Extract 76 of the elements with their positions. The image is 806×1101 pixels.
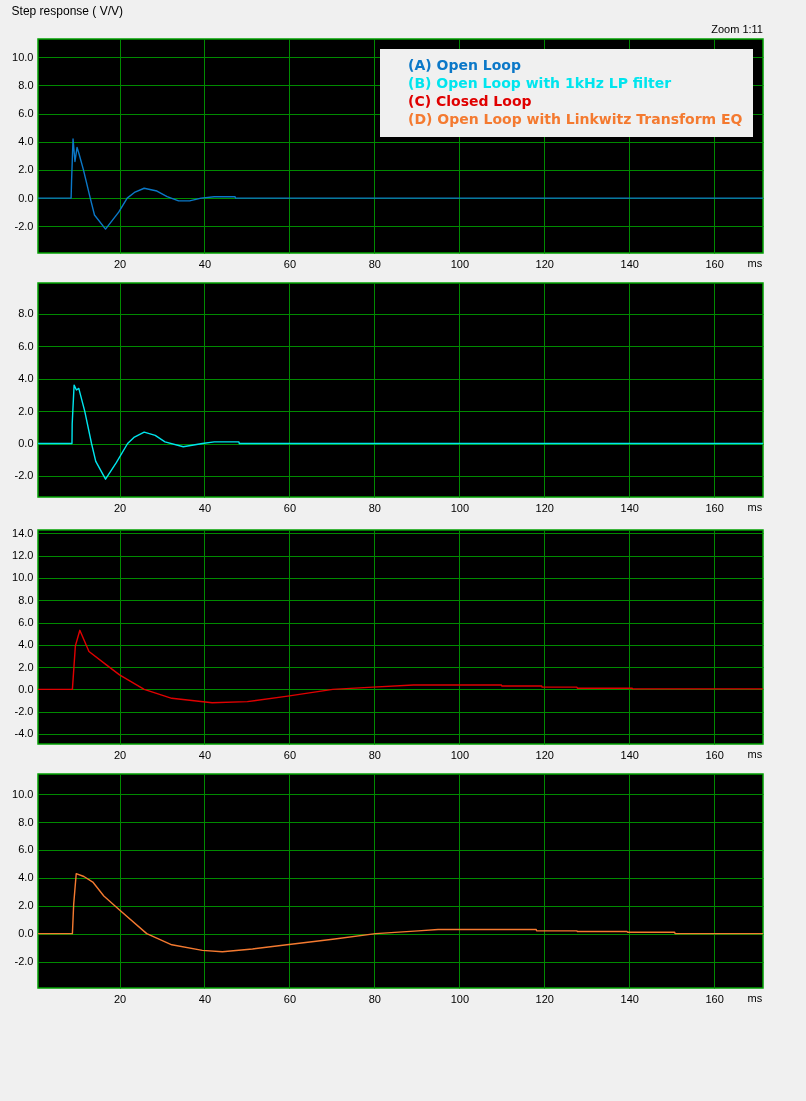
x-tick-label: 160	[705, 501, 724, 514]
x-tick-label: 60	[283, 257, 297, 270]
y-tick-label: 8.0	[18, 78, 34, 91]
x-tick-label: 80	[368, 748, 381, 761]
line-series	[38, 629, 763, 704]
y-tick-label: 6.0	[18, 843, 34, 856]
y-tick-label: -2.0	[14, 469, 34, 482]
x-tick-label: 120	[535, 748, 554, 761]
x-tick-label: 20	[113, 501, 127, 514]
x-tick-label: 60	[283, 992, 297, 1005]
y-tick-label: 4.0	[18, 871, 34, 884]
y-tick-label: -2.0	[14, 955, 34, 968]
y-tick-label: 6.0	[18, 616, 34, 629]
x-tick-label: 80	[368, 257, 381, 270]
y-tick-label: 0.0	[18, 191, 34, 204]
y-tick-label: 8.0	[18, 815, 34, 828]
x-tick-label: 40	[198, 257, 212, 270]
x-tick-label: 120	[535, 257, 554, 270]
x-tick-label: 140	[620, 501, 639, 514]
x-tick-label: 100	[450, 501, 469, 514]
x-tick-label: 20	[113, 748, 127, 761]
y-tick-label: 10.0	[12, 571, 34, 584]
y-tick-label: 8.0	[18, 593, 34, 606]
y-tick-label: 2.0	[18, 163, 34, 176]
x-tick-label: 100	[450, 992, 469, 1005]
y-tick-label: 0.0	[18, 927, 34, 940]
text: (C) Closed Loop	[408, 93, 532, 109]
y-tick-label: 12.0	[12, 549, 34, 562]
text: (A) Open Loop	[408, 57, 521, 73]
y-tick-label: 2.0	[18, 404, 34, 417]
x-tick-label: 160	[705, 992, 724, 1005]
y-tick-label: 14.0	[12, 526, 34, 539]
y-tick-label: -2.0	[14, 705, 34, 718]
x-tick-label: 140	[620, 992, 639, 1005]
x-tick-label: 80	[368, 992, 381, 1005]
chart-title: Step response ( V/V)	[11, 4, 123, 18]
x-axis-title: ms	[747, 500, 763, 513]
x-tick-label: 20	[113, 992, 127, 1005]
y-tick-label: 6.0	[18, 107, 34, 120]
x-tick-label: 40	[198, 501, 212, 514]
x-tick-label: 100	[450, 257, 469, 270]
y-tick-label: 4.0	[18, 135, 34, 148]
text: (D) Open Loop with Linkwitz Transform EQ	[408, 111, 743, 127]
x-tick-label: 20	[113, 257, 127, 270]
y-tick-label: 4.0	[18, 638, 34, 651]
x-axis-title: ms	[747, 747, 763, 760]
y-tick-label: -4.0	[14, 727, 34, 740]
y-tick-label: 0.0	[18, 682, 34, 695]
x-tick-label: 40	[198, 748, 212, 761]
y-tick-label: 6.0	[18, 339, 34, 352]
x-tick-label: 140	[620, 748, 639, 761]
x-tick-label: 120	[535, 992, 554, 1005]
x-tick-label: 80	[368, 501, 381, 514]
y-tick-label: 0.0	[18, 437, 34, 449]
x-tick-label: 40	[198, 992, 212, 1005]
x-axis-title: ms	[747, 991, 763, 1004]
x-axis-title: ms	[747, 256, 763, 269]
y-tick-label: -2.0	[14, 219, 34, 232]
x-tick-label: 140	[620, 257, 639, 270]
y-tick-label: 10.0	[12, 50, 34, 63]
x-tick-label: 100	[450, 748, 469, 761]
y-tick-label: 2.0	[18, 660, 34, 673]
x-tick-label: 60	[283, 748, 297, 761]
x-tick-label: 120	[535, 501, 554, 514]
y-tick-label: 4.0	[18, 372, 34, 385]
x-tick-label: 160	[705, 257, 724, 270]
text: (B) Open Loop with 1kHz LP filter	[408, 75, 672, 91]
text: Zoom 1:11	[711, 23, 763, 35]
y-tick-label: 8.0	[18, 307, 34, 320]
y-tick-label: 2.0	[18, 899, 34, 912]
line-series	[38, 384, 763, 480]
line-series	[38, 872, 763, 953]
x-tick-label: 60	[283, 501, 297, 514]
y-tick-label: 10.0	[12, 787, 34, 800]
line-series	[38, 138, 763, 230]
x-tick-label: 160	[705, 748, 724, 761]
